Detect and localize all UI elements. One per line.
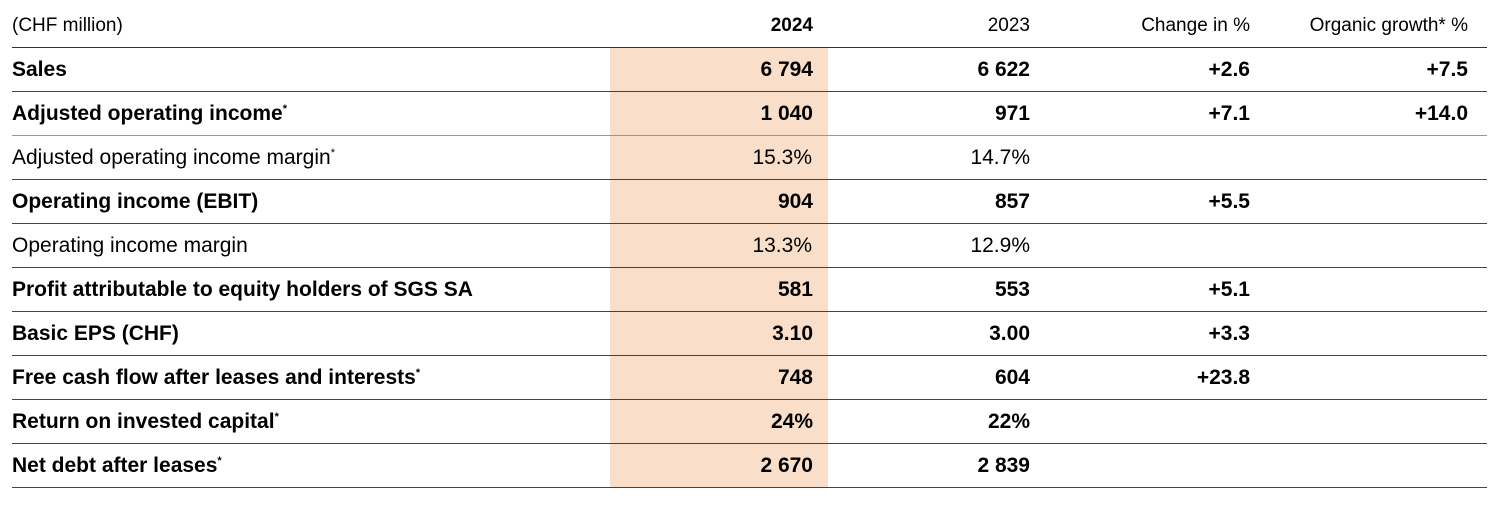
row-label: Operating income (EBIT)	[12, 190, 610, 214]
header-organic: Organic growth* %	[1309, 14, 1468, 36]
header-change: Change in %	[1141, 14, 1250, 36]
table-row: Profit attributable to equity holders of…	[12, 268, 1487, 312]
value-2024: 748	[610, 356, 828, 399]
row-label-text: Operating income margin	[12, 233, 248, 257]
row-label: Operating income margin	[12, 234, 610, 258]
header-2024: 2024	[770, 14, 813, 36]
row-label: Net debt after leases*	[12, 454, 610, 478]
value-2023: 3.00	[989, 321, 1030, 345]
value-change: +3.3	[1208, 321, 1250, 345]
footnote-star: *	[415, 366, 421, 379]
value-2023: 12.9%	[970, 233, 1030, 257]
value-change: +5.5	[1208, 189, 1250, 213]
value-2023: 553	[994, 277, 1030, 301]
value-2023: 971	[994, 101, 1030, 125]
value-change: +2.6	[1208, 57, 1250, 81]
footnote-star: *	[282, 102, 287, 115]
footnote-star: *	[330, 146, 335, 159]
value-change: +7.1	[1208, 101, 1250, 125]
value-organic: +7.5	[1426, 57, 1468, 81]
value-2023: 22%	[987, 409, 1030, 433]
row-label-text: Return on invested capital	[12, 409, 275, 433]
value-organic: +14.0	[1414, 101, 1468, 125]
value-2023: 2 839	[977, 453, 1030, 477]
row-label-text: Basic EPS (CHF)	[12, 321, 179, 345]
value-2024: 13.3%	[610, 224, 828, 267]
table-row: Sales 6 794 6 622 +2.6 +7.5	[12, 48, 1487, 92]
value-2023: 14.7%	[970, 145, 1030, 169]
table-row: Free cash flow after leases and interest…	[12, 356, 1487, 400]
footnote-star: *	[274, 410, 279, 423]
header-2023: 2023	[987, 14, 1030, 36]
value-2024: 6 794	[610, 48, 828, 91]
row-label-text: Adjusted operating income	[12, 101, 283, 125]
row-label-text: Sales	[12, 57, 67, 81]
table-row: Adjusted operating income margin* 15.3% 14…	[12, 136, 1487, 180]
row-label-text: Operating income (EBIT)	[12, 189, 259, 213]
footnote-star: *	[217, 454, 222, 467]
table-row: Operating income margin 13.3% 12.9%	[12, 224, 1487, 268]
row-label-text: Net debt after leases	[12, 453, 218, 477]
value-2023: 857	[994, 189, 1030, 213]
value-change: +23.8	[1196, 365, 1250, 389]
row-label: Sales	[12, 58, 610, 82]
table-row: Adjusted operating income* 1 040 971 +7.1 +1…	[12, 92, 1487, 136]
row-label: Profit attributable to equity holders of…	[12, 278, 610, 302]
row-label-text: Profit attributable to equity holders of…	[12, 277, 473, 301]
value-2023: 6 622	[977, 57, 1030, 81]
value-2024: 1 040	[610, 92, 828, 135]
row-label: Basic EPS (CHF)	[12, 322, 610, 346]
value-2024: 3.10	[610, 312, 828, 355]
table-row: Operating income (EBIT) 904 857 +5.5	[12, 180, 1487, 224]
row-label: Free cash flow after leases and interest…	[12, 366, 610, 390]
table-row: Basic EPS (CHF) 3.10 3.00 +3.3	[12, 312, 1487, 356]
value-change: +5.1	[1208, 277, 1250, 301]
value-2024: 24%	[610, 400, 828, 443]
row-label: Return on invested capital*	[12, 410, 610, 434]
value-2024: 581	[610, 268, 828, 311]
row-label: Adjusted operating income margin*	[12, 146, 610, 170]
table-header: (CHF million) 2024 2023 Change in % Orga…	[12, 4, 1487, 48]
row-label-text: Free cash flow after leases and interest…	[12, 365, 416, 389]
row-label-text: Adjusted operating income margin	[12, 145, 331, 169]
table-row: Return on invested capital* 24% 22%	[12, 400, 1487, 444]
table-row: Net debt after leases* 2 670 2 839	[12, 444, 1487, 488]
key-figures-table: (CHF million) 2024 2023 Change in % Orga…	[12, 4, 1487, 488]
value-2024: 15.3%	[610, 136, 828, 179]
row-label: Adjusted operating income*	[12, 102, 610, 126]
value-2024: 904	[610, 180, 828, 223]
unit-label: (CHF million)	[12, 14, 123, 36]
value-2024: 2 670	[610, 444, 828, 487]
value-2023: 604	[994, 365, 1030, 389]
